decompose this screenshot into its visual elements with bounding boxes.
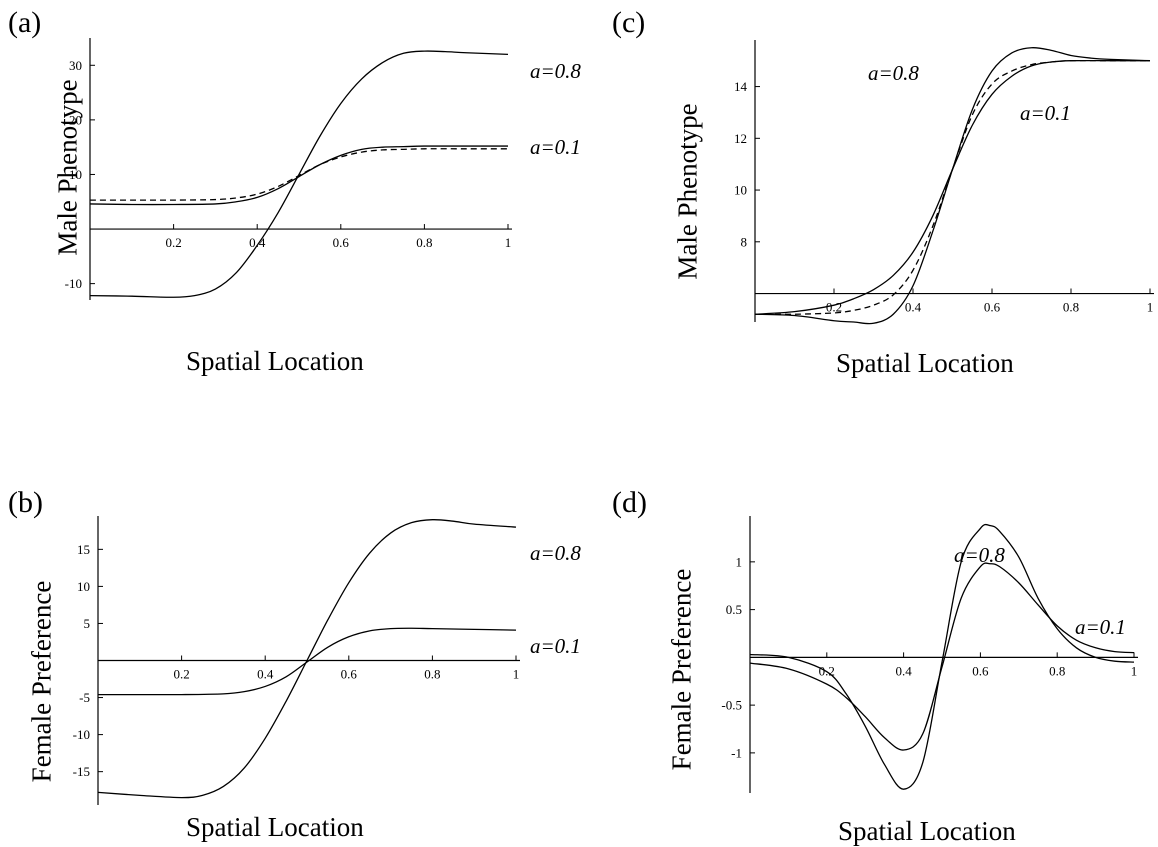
x-tick-label-c: 0.8 bbox=[1063, 300, 1079, 315]
series-annotation-a: a=0.8 bbox=[530, 59, 581, 83]
y-tick-label-d: 1 bbox=[736, 554, 743, 569]
x-tick-label-d: 1 bbox=[1131, 663, 1138, 678]
x-tick-label-a: 0.8 bbox=[416, 235, 432, 250]
x-tick-label-b: 1 bbox=[513, 667, 520, 682]
y-tick-label-b: 10 bbox=[77, 579, 90, 594]
series-line-a-dashed bbox=[90, 148, 508, 201]
y-tick-label-c: 14 bbox=[734, 79, 748, 94]
series-annotation-d: a=0.1 bbox=[1075, 615, 1126, 639]
series-annotation-b: a=0.1 bbox=[530, 634, 581, 658]
y-tick-label-c: 10 bbox=[734, 183, 747, 198]
y-tick-label-a: -10 bbox=[65, 276, 82, 291]
x-tick-label-b: 0.4 bbox=[257, 667, 274, 682]
y-tick-label-a: 20 bbox=[69, 112, 82, 127]
x-tick-label-b: 0.6 bbox=[341, 667, 358, 682]
x-tick-label-b: 0.2 bbox=[173, 667, 189, 682]
x-tick-label-a: 0.6 bbox=[333, 235, 350, 250]
x-tick-label-c: 1 bbox=[1147, 300, 1154, 315]
x-tick-label-d: 0.4 bbox=[895, 663, 912, 678]
y-tick-label-a: 10 bbox=[69, 167, 82, 182]
x-tick-label-b: 0.8 bbox=[424, 667, 440, 682]
panel-label-b: (b) bbox=[8, 486, 43, 519]
x-tick-label-d: 0.8 bbox=[1049, 663, 1065, 678]
series-annotation-b: a=0.8 bbox=[530, 541, 581, 565]
panel-label-c: (c) bbox=[612, 6, 646, 39]
x-tick-label-a: 1 bbox=[505, 235, 512, 250]
y-tick-label-d: -0.5 bbox=[721, 698, 742, 713]
x-axis-label-d: Spatial Location bbox=[838, 816, 1016, 846]
series-line-b-a01 bbox=[97, 627, 517, 696]
series-line-c-a08 bbox=[754, 47, 1151, 325]
series-annotation-a: a=0.1 bbox=[530, 135, 581, 159]
y-tick-label-d: -1 bbox=[731, 745, 742, 760]
y-tick-label-b: 5 bbox=[84, 616, 91, 631]
x-axis-label-b: Spatial Location bbox=[186, 812, 364, 842]
y-tick-label-b: -5 bbox=[79, 690, 90, 705]
x-axis-label-c: Spatial Location bbox=[836, 348, 1014, 378]
x-tick-label-a: 0.2 bbox=[165, 235, 181, 250]
y-tick-label-c: 8 bbox=[741, 234, 748, 249]
x-tick-label-c: 0.2 bbox=[826, 300, 842, 315]
x-tick-label-c: 0.4 bbox=[905, 300, 922, 315]
panel-label-a: (a) bbox=[8, 6, 42, 39]
series-line-d-a01 bbox=[749, 562, 1135, 751]
series-annotation-d: a=0.8 bbox=[954, 543, 1005, 567]
series-line-d-a08 bbox=[749, 523, 1135, 790]
series-line-b-a08 bbox=[97, 519, 517, 799]
y-tick-label-b: -10 bbox=[73, 727, 90, 742]
y-tick-label-b: -15 bbox=[73, 764, 90, 779]
x-tick-label-c: 0.6 bbox=[984, 300, 1001, 315]
series-line-c-dashed bbox=[754, 59, 1150, 315]
x-tick-label-d: 0.6 bbox=[972, 663, 989, 678]
y-tick-label-b: 15 bbox=[77, 542, 90, 557]
panel-label-d: (d) bbox=[612, 486, 647, 519]
y-tick-label-a: 30 bbox=[69, 58, 82, 73]
x-axis-label-a: Spatial Location bbox=[186, 346, 364, 376]
y-tick-label-c: 12 bbox=[734, 131, 747, 146]
series-annotation-c: a=0.8 bbox=[868, 61, 919, 85]
y-tick-label-d: 0.5 bbox=[726, 602, 742, 617]
series-line-a-a08 bbox=[89, 50, 509, 298]
series-annotation-c: a=0.1 bbox=[1020, 101, 1071, 125]
